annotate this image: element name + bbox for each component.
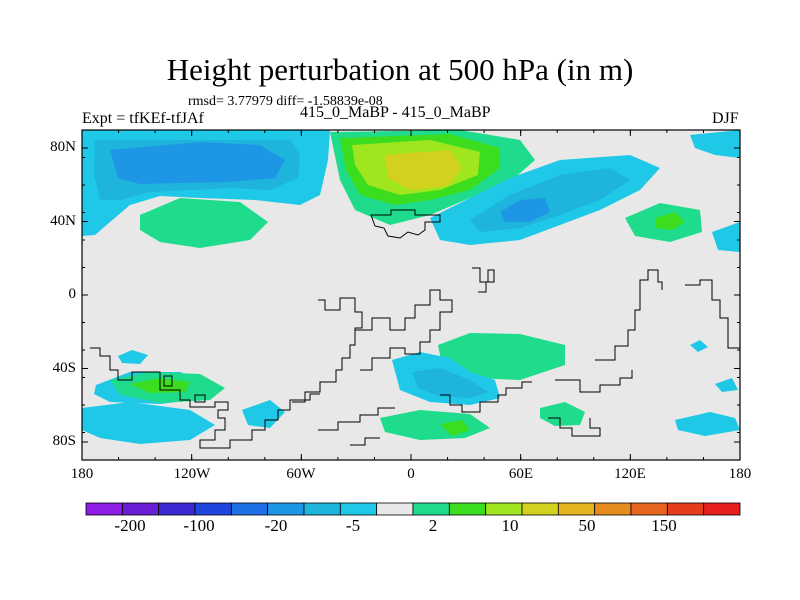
- x-tick-label: 120W: [173, 466, 211, 482]
- contour-region: [82, 402, 215, 444]
- colorbar-swatch: [121, 502, 160, 516]
- colorbar-swatch: [448, 502, 487, 516]
- y-tick-label: 80N: [50, 139, 76, 155]
- colorbar-label: 2: [428, 516, 438, 535]
- contour-region: [690, 340, 708, 352]
- contour-region: [438, 333, 565, 380]
- y-tick-label: 40S: [52, 360, 76, 376]
- contour-region: [675, 412, 740, 436]
- contour-region: [118, 350, 148, 364]
- center-label: 415_0_MaBP - 415_0_MaBP: [300, 104, 491, 121]
- coastline: [90, 209, 740, 449]
- colorbar-label: 50: [578, 516, 596, 535]
- colorbar-swatch: [267, 502, 305, 516]
- colorbar-label: -100: [183, 516, 215, 535]
- colorbar-swatch: [666, 502, 705, 516]
- x-tick-label: 120E: [614, 466, 646, 482]
- x-tick-label: 60W: [286, 466, 316, 482]
- colorbar-swatch: [194, 502, 232, 516]
- y-tick-label: 0: [68, 286, 77, 302]
- contour-region: [540, 402, 585, 426]
- colorbar-swatch: [303, 502, 341, 516]
- contour-region: [690, 130, 740, 158]
- colorbar-label: -200: [114, 516, 146, 535]
- contour-region: [440, 420, 470, 436]
- contour-region: [110, 142, 285, 184]
- x-tick-label: 60E: [508, 466, 534, 482]
- colorbar-swatch: [557, 502, 596, 516]
- y-tick-label: 40N: [50, 213, 76, 229]
- contour-region: [500, 198, 550, 222]
- colorbar-swatch: [230, 502, 269, 516]
- season-label: DJF: [712, 110, 739, 127]
- colorbar-swatch: [339, 502, 378, 516]
- colorbar-swatch: [703, 502, 741, 516]
- x-tick-label: 180: [728, 466, 752, 482]
- contour-region: [385, 150, 462, 190]
- x-tick-label: 0: [407, 466, 415, 482]
- contour-region: [242, 400, 285, 428]
- map-plot-area: [82, 130, 740, 460]
- contour-region: [412, 368, 488, 398]
- contour-region: [715, 378, 738, 392]
- colorbar-swatch: [485, 502, 523, 516]
- contour-region: [712, 222, 740, 252]
- contour-region: [140, 198, 268, 248]
- contour-region: [655, 212, 685, 230]
- x-tick-label: 180: [70, 466, 94, 482]
- axis-ticks: [81, 129, 741, 461]
- colorbar-swatch: [158, 502, 196, 516]
- colorbar-swatch: [85, 502, 123, 516]
- colorbar-swatch: [412, 502, 450, 516]
- colorbar-label: -20: [264, 516, 288, 535]
- colorbar-swatch: [630, 502, 668, 516]
- experiment-label: Expt = tfKEf-tfJAf: [82, 110, 204, 127]
- y-tick-label: 80S: [52, 433, 76, 449]
- stats-line: rmsd= 3.77979 diff= -1.58839e-08: [188, 94, 383, 109]
- colorbar-swatch: [594, 502, 632, 516]
- colorbar-swatch: [521, 502, 559, 516]
- map-title: Height perturbation at 500 hPa (in m): [166, 52, 634, 87]
- colorbar: [85, 502, 741, 516]
- colorbar-label: 10: [501, 516, 519, 535]
- colorbar-label: 150: [651, 516, 677, 535]
- colorbar-label: -5: [345, 516, 361, 535]
- colorbar-swatch: [376, 502, 414, 516]
